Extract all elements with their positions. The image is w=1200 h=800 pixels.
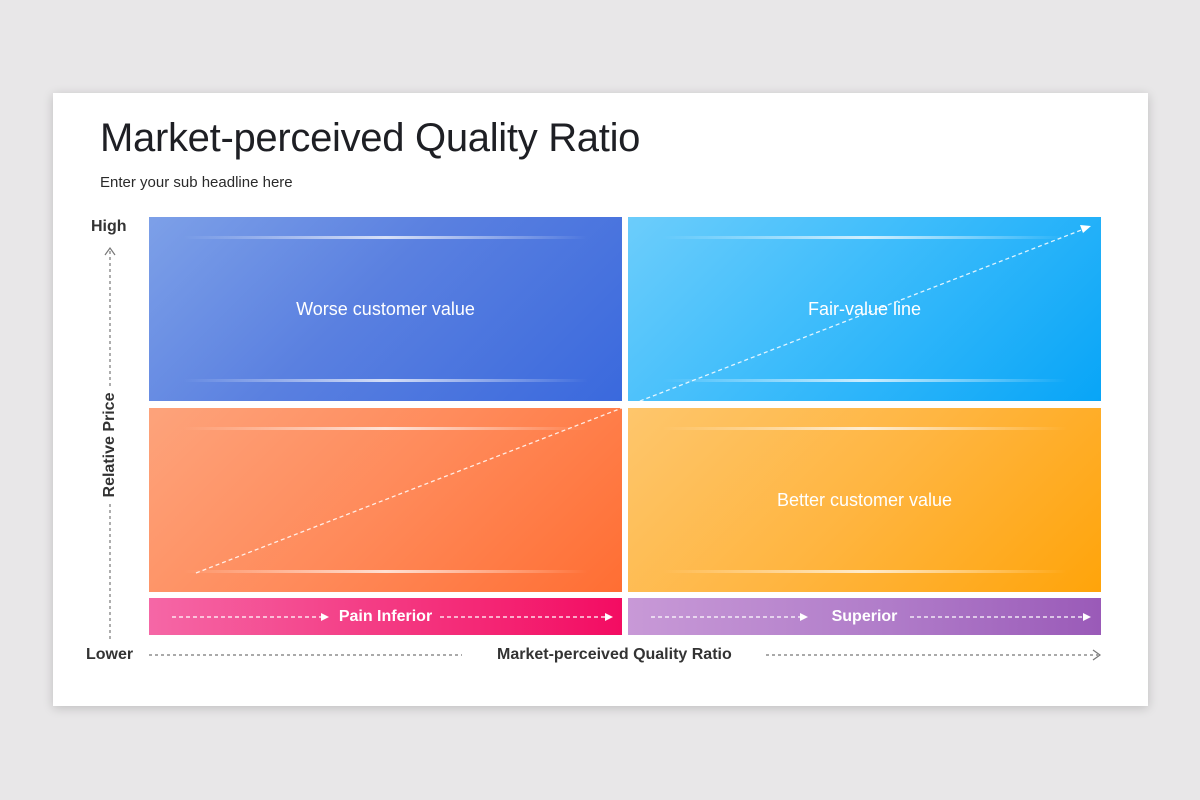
bar-label-pain-inferior: Pain Inferior [338,607,433,625]
quadrant-bottom-right: Better customer value [628,408,1101,592]
bar-superior: Superior [628,598,1101,635]
bar-pain-inferior: Pain Inferior [149,598,622,635]
y-axis-title: Relative Price [101,392,118,498]
quadrant-top-left: Worse customer value [149,217,622,401]
quadrant-top-right: Fair-value line [628,217,1101,401]
highlight-line [183,427,588,430]
highlight-line [662,379,1067,382]
quadrant-bottom-left [149,408,622,592]
highlight-line [662,570,1067,573]
highlight-line [662,427,1067,430]
highlight-line [183,570,588,573]
y-axis-high-label: High [91,218,127,235]
highlight-line [662,236,1067,239]
x-axis-title: Market-perceived Quality Ratio [497,646,732,663]
bar-label-superior: Superior [831,607,898,625]
x-axis-lower-label: Lower [86,646,134,663]
highlight-line [183,236,588,239]
quadrant-label-worse-value: Worse customer value [296,298,475,319]
slide-subtitle: Enter your sub headline here [100,174,293,191]
highlight-line [183,379,588,382]
slide-title: Market-perceived Quality Ratio [100,116,641,160]
quadrant-label-better-value: Better customer value [776,489,953,510]
quadrant-label-fair-value: Fair-value line [807,298,922,319]
